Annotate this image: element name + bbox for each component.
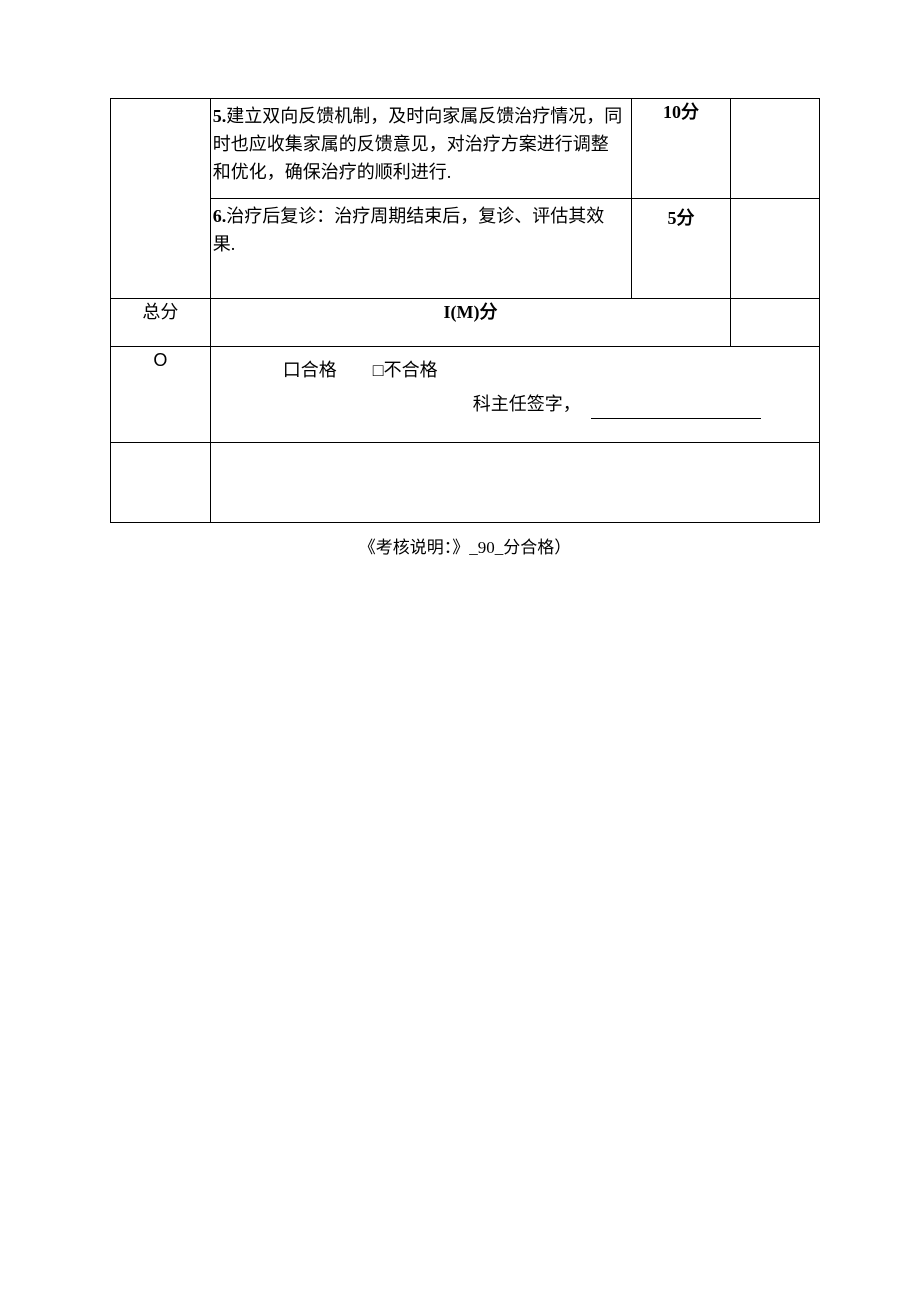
fail-checkbox-label[interactable]: □不合格 (373, 360, 438, 380)
criteria-number: 5. (213, 106, 227, 126)
signature-label: 科主任签字， (473, 394, 581, 414)
criteria-cell: 5.建立双向反馈机制，及时向家属反馈治疗情况，同时也应收集家属的反馈意见，对治疗… (210, 99, 631, 199)
criteria-cell: 6.治疗后复诊：治疗周期结束后，复诊、评估其效果. (210, 199, 631, 299)
page-container: 5.建立双向反馈机制，及时向家属反馈治疗情况，同时也应收集家属的反馈意见，对治疗… (0, 0, 920, 558)
pass-fail-line: 口合格 □不合格 (223, 357, 807, 385)
signature-line: 科主任签字， (223, 391, 807, 419)
empty-row (111, 443, 820, 523)
score-cell: 5分 (631, 199, 731, 299)
table-row: 5.建立双向反馈机制，及时向家属反馈治疗情况，同时也应收集家属的反馈意见，对治疗… (111, 99, 820, 199)
empty-cell (111, 443, 211, 523)
signature-field[interactable] (591, 418, 761, 419)
criteria-text: 建立双向反馈机制，及时向家属反馈治疗情况，同时也应收集家属的反馈意见，对治疗方案… (213, 106, 623, 182)
result-symbol: O (111, 347, 211, 443)
category-cell (111, 99, 211, 299)
footer-note: 《考核说明：》_90_分合格） (110, 533, 820, 558)
result-cell (731, 99, 820, 199)
result-cell (731, 199, 820, 299)
pass-checkbox-label[interactable]: 口合格 (283, 360, 337, 380)
assessment-table: 5.建立双向反馈机制，及时向家属反馈治疗情况，同时也应收集家属的反馈意见，对治疗… (110, 98, 820, 523)
total-value: I(M)分 (210, 299, 731, 347)
empty-cell (210, 443, 819, 523)
criteria-text: 治疗后复诊：治疗周期结束后，复诊、评估其效果. (213, 206, 605, 254)
total-label: 总分 (111, 299, 211, 347)
total-result-cell (731, 299, 820, 347)
table-row: 6.治疗后复诊：治疗周期结束后，复诊、评估其效果. 5分 (111, 199, 820, 299)
score-cell: 10分 (631, 99, 731, 199)
criteria-number: 6. (213, 206, 227, 226)
result-area: 口合格 □不合格 科主任签字， (210, 347, 819, 443)
result-row: O 口合格 □不合格 科主任签字， (111, 347, 820, 443)
total-row: 总分 I(M)分 (111, 299, 820, 347)
